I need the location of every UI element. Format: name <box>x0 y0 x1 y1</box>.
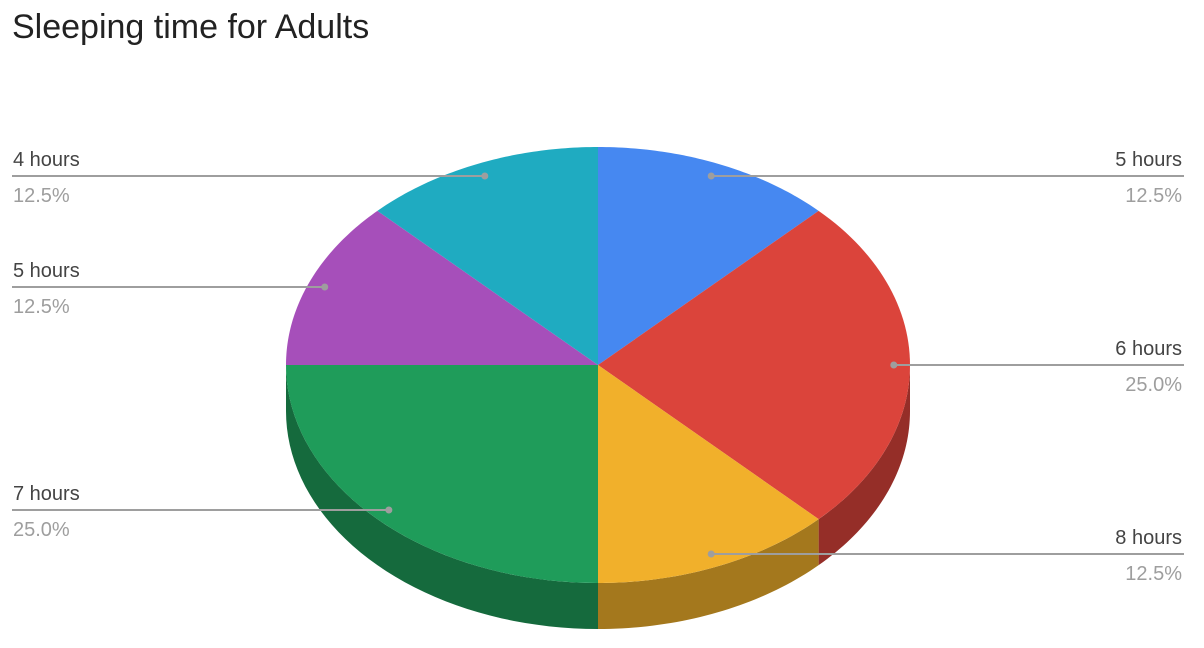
pie-slice[interactable] <box>286 365 598 583</box>
leader-dot <box>890 361 898 369</box>
slice-percent: 12.5% <box>13 185 70 207</box>
pie-slices <box>286 147 910 583</box>
slice-labels: 5 hours 12.5% 6 hours 25.0% 8 hours 12.5% 7 ho… <box>13 149 1182 585</box>
slice-percent: 25.0% <box>1125 374 1182 396</box>
slice-label: 8 hours <box>1115 527 1182 549</box>
pie-slice[interactable] <box>598 147 819 365</box>
slice-percent: 12.5% <box>13 296 70 318</box>
slice-side-3 <box>286 365 598 629</box>
slice-label: 5 hours <box>13 260 80 282</box>
leader-dot <box>707 550 715 558</box>
slice-percent: 12.5% <box>1125 563 1182 585</box>
leader-dot <box>481 172 489 180</box>
slice-label: 5 hours <box>1115 149 1182 171</box>
pie-slice[interactable] <box>598 210 910 520</box>
slice-side-1 <box>818 365 910 566</box>
slice-label: 4 hours <box>13 149 80 171</box>
slice-label: 6 hours <box>1115 338 1182 360</box>
pie-sides <box>286 365 910 629</box>
pie-slice[interactable] <box>286 210 598 365</box>
pie-slice[interactable] <box>598 365 819 583</box>
leader-lines <box>12 172 1184 558</box>
slice-label: 7 hours <box>13 483 80 505</box>
leader-dot <box>321 283 329 291</box>
slice-side-2 <box>598 519 819 629</box>
slice-percent: 25.0% <box>13 519 70 541</box>
leader-dot <box>707 172 715 180</box>
slice-percent: 12.5% <box>1125 185 1182 207</box>
chart-title: Sleeping time for Adults <box>12 8 370 46</box>
pie-slice[interactable] <box>377 147 598 365</box>
leader-dot <box>385 506 393 514</box>
